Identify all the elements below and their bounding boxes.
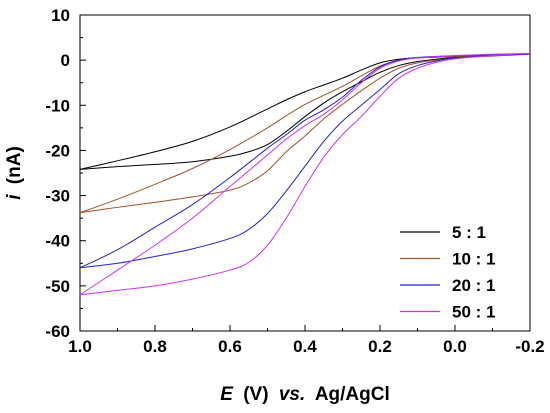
x-axis-symbol: E <box>220 384 234 405</box>
y-tick-label: 10 <box>51 6 70 25</box>
x-tick-label: 0.4 <box>293 337 317 356</box>
y-axis-title: i (nA) <box>4 146 25 200</box>
x-tick-label: -0.2 <box>515 337 544 356</box>
x-tick-label: 1.0 <box>68 337 92 356</box>
series-line-2-reverse <box>79 53 531 214</box>
series-line-4-forward <box>79 52 531 296</box>
y-tick-label: -10 <box>45 96 70 115</box>
x-axis-unit: (V) <box>243 384 268 405</box>
y-tick-label: -60 <box>45 322 70 341</box>
y-tick-label: 0 <box>61 51 70 70</box>
x-axis-title: E (V) vs. Ag/AgCl <box>220 384 390 405</box>
x-tick-label: 0.8 <box>143 337 167 356</box>
y-tick-label: -40 <box>45 232 70 251</box>
y-axis-symbol: i <box>4 194 25 200</box>
series-layer <box>79 52 531 296</box>
series-line-3-reverse <box>79 53 531 269</box>
legend-label-4: 50 : 1 <box>452 303 495 322</box>
x-tick-label: 0.2 <box>368 337 392 356</box>
series-line-2-forward <box>79 53 531 214</box>
legend-label-3: 20 : 1 <box>452 276 495 295</box>
tick-labels: 1.0 0.8 0.6 0.4 0.2 0.0 -0.2 10 0 -10 -20 -30 -40 -50… <box>45 6 544 356</box>
x-axis-ref: Ag/AgCl <box>315 384 390 405</box>
y-tick-label: -20 <box>45 141 70 160</box>
y-tick-label: -50 <box>45 277 70 296</box>
legend-label-2: 10 : 1 <box>452 250 495 269</box>
legend-label-1: 5 : 1 <box>452 223 486 242</box>
y-axis-unit: (nA) <box>4 146 25 184</box>
legend: 5 : 1 10 : 1 20 : 1 50 : 1 <box>400 223 495 322</box>
x-tick-label: 0.0 <box>443 337 467 356</box>
x-axis-vs: vs. <box>279 384 305 405</box>
series-line-1-reverse <box>79 53 531 170</box>
x-tick-label: 0.6 <box>218 337 242 356</box>
ticks <box>79 14 531 332</box>
series-line-4-reverse <box>79 52 531 296</box>
series-line-1-forward <box>79 53 531 170</box>
y-tick-label: -30 <box>45 187 70 206</box>
